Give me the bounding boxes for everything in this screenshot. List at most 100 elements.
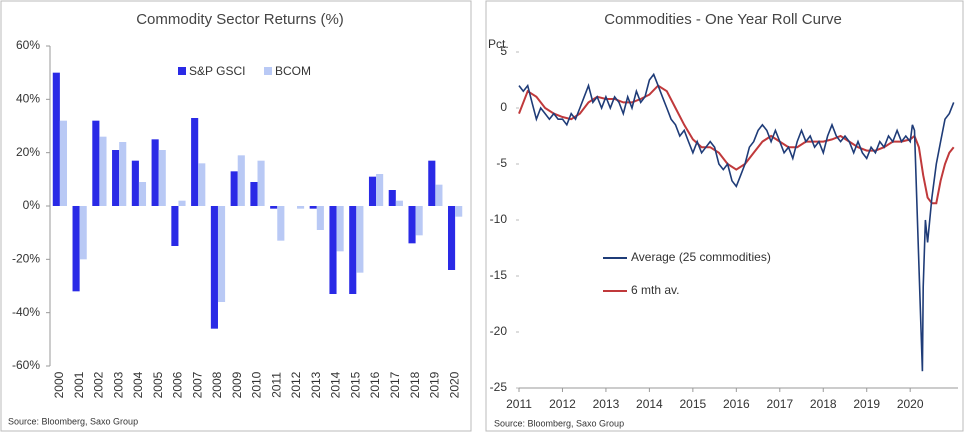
bar <box>329 206 337 294</box>
bar <box>435 184 443 206</box>
line <box>518 72 955 372</box>
y-tick-label: -40% <box>12 305 40 319</box>
y-tick-label: 0% <box>23 198 41 212</box>
bar <box>171 206 179 246</box>
x-tick-label: 2017 <box>388 371 402 398</box>
left-panel <box>0 0 472 432</box>
y-axis-label: Pct. <box>488 37 509 51</box>
bar <box>316 206 324 230</box>
source: Source: Bloomberg, Saxo Group <box>8 416 138 426</box>
bar <box>191 118 199 206</box>
bar <box>217 206 226 302</box>
bar <box>92 120 100 206</box>
y-tick-label: 0 <box>500 100 507 114</box>
x-tick-label: 2012 <box>549 397 576 411</box>
legend-label: 6 mth av. <box>631 283 679 297</box>
x-tick-label: 2012 <box>289 371 303 398</box>
bar <box>198 163 206 206</box>
bar <box>408 206 416 244</box>
bar <box>119 142 127 206</box>
x-tick-label: 2008 <box>210 371 224 398</box>
bar <box>72 206 80 292</box>
x-tick-label: 2011 <box>506 397 532 411</box>
y-tick-label: -5 <box>496 156 507 170</box>
x-tick-label: 2016 <box>723 397 750 411</box>
x-tick-label: 2000 <box>52 371 66 398</box>
x-tick-label: 2018 <box>408 371 422 398</box>
bar <box>388 190 396 206</box>
x-tick-label: 2020 <box>447 371 461 398</box>
x-tick-label: 2014 <box>636 397 663 411</box>
x-tick-label: 2009 <box>230 371 244 398</box>
bar <box>376 174 384 206</box>
bar <box>415 206 423 236</box>
y-tick-label: 5 <box>500 44 507 58</box>
bar <box>230 171 238 206</box>
y-tick-label: -15 <box>490 268 508 282</box>
y-tick-label: -25 <box>490 380 508 394</box>
x-tick-label: 2007 <box>190 371 204 398</box>
legend-label: BCOM <box>275 64 311 78</box>
bar <box>59 120 67 206</box>
legend-swatch <box>178 67 186 75</box>
bar <box>237 155 245 206</box>
bar <box>112 150 120 206</box>
x-tick-label: 2001 <box>72 371 86 398</box>
bar <box>349 206 357 294</box>
legend-swatch <box>264 67 272 75</box>
bar <box>356 206 364 273</box>
bar <box>178 200 186 206</box>
x-tick-label: 2016 <box>368 371 382 398</box>
line <box>518 84 955 205</box>
x-tick-label: 2019 <box>428 371 442 398</box>
x-tick-label: 2013 <box>309 371 323 398</box>
x-tick-label: 2004 <box>131 371 145 398</box>
legend-label: S&P GSCI <box>189 64 245 78</box>
x-tick-label: 2015 <box>680 397 707 411</box>
y-tick-label: 60% <box>16 38 40 52</box>
x-tick-label: 2020 <box>897 397 924 411</box>
bar <box>158 150 166 206</box>
bar <box>368 176 377 206</box>
bar <box>455 206 463 217</box>
x-tick-label: 2002 <box>92 371 106 398</box>
x-tick-label: 2019 <box>853 397 880 411</box>
bar <box>151 139 159 206</box>
y-tick-label: 20% <box>16 145 40 159</box>
bar <box>428 160 436 206</box>
bar <box>277 206 285 241</box>
bar <box>210 206 218 329</box>
right-panel <box>485 0 964 432</box>
source: Source: Bloomberg, Saxo Group <box>494 418 624 428</box>
y-tick-label: -60% <box>12 358 40 372</box>
y-tick-label: -20 <box>490 324 508 338</box>
x-tick-label: 2011 <box>269 372 283 398</box>
y-tick-label: -20% <box>12 252 40 266</box>
bar <box>448 206 456 270</box>
bar <box>52 72 60 207</box>
chart-title: Commodities - One Year Roll Curve <box>604 11 842 28</box>
bar <box>309 206 317 209</box>
bar <box>99 136 107 206</box>
x-tick-label: 2014 <box>329 371 343 398</box>
bar <box>257 160 265 206</box>
x-tick-label: 2017 <box>766 397 793 411</box>
legend-label: Average (25 commodities) <box>631 250 771 264</box>
x-tick-label: 2018 <box>810 397 837 411</box>
x-tick-label: 2003 <box>111 371 125 398</box>
bar <box>297 206 305 209</box>
y-tick-label: -10 <box>490 212 508 226</box>
x-tick-label: 2013 <box>593 397 620 411</box>
bar <box>131 160 139 206</box>
x-tick-label: 2006 <box>171 371 185 398</box>
bar <box>79 206 87 260</box>
bar <box>250 182 258 206</box>
chart-title: Commodity Sector Returns (%) <box>136 11 344 28</box>
x-tick-label: 2010 <box>250 371 264 398</box>
y-tick-label: 40% <box>16 92 40 106</box>
bar <box>138 182 147 206</box>
x-tick-label: 2005 <box>151 371 165 398</box>
x-tick-label: 2015 <box>348 371 362 398</box>
bar <box>395 200 403 206</box>
